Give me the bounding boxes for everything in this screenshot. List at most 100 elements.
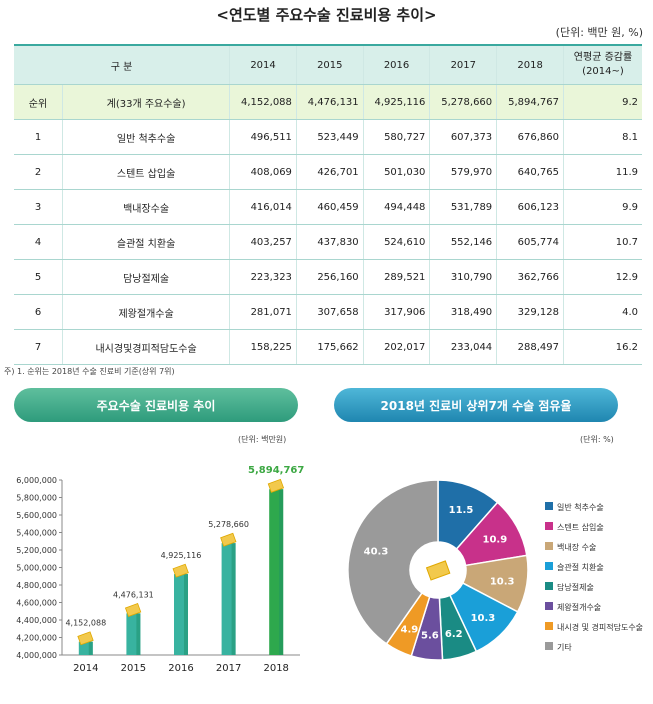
legend-label: 제왕절개수술: [557, 602, 601, 612]
cell-growth: 9.2: [563, 84, 642, 120]
bar-value-label: 4,476,131: [113, 590, 154, 599]
cell-value: 202,017: [363, 329, 431, 365]
pie-slice: [347, 479, 439, 645]
cell-name: 백내장수술: [62, 189, 231, 225]
table-row: 2 스텐트 삽입술 408,069 426,701 501,030 579,970 640,…: [14, 154, 642, 190]
cell-growth: 4.0: [563, 294, 642, 330]
cell-rank: 1: [14, 119, 63, 155]
cell-value: 606,123: [496, 189, 564, 225]
pie-slice-label: 6.2: [445, 629, 463, 640]
cell-value: 4,152,088: [229, 84, 297, 120]
table-total-row: 순위 계(33개 주요수술) 4,152,088 4,476,131 4,925,116…: [14, 84, 642, 120]
cell-growth: 11.9: [563, 154, 642, 190]
cell-value: 501,030: [363, 154, 431, 190]
cell-value: 317,906: [363, 294, 431, 330]
box-icon: [220, 532, 237, 547]
pie-slice-label: 5.6: [421, 630, 439, 641]
pie-slice-label: 10.3: [490, 576, 515, 587]
legend-swatch: [545, 542, 553, 550]
box-icon: [172, 563, 189, 578]
cell-value: 552,146: [429, 224, 498, 260]
pie-slice-label: 11.5: [449, 505, 474, 516]
cell-value: 580,727: [363, 119, 431, 155]
legend-swatch: [545, 602, 553, 610]
y-tick-label: 5,400,000: [16, 529, 57, 538]
pie-slice-label: 40.3: [364, 546, 389, 557]
cell-value: 288,497: [496, 329, 564, 365]
y-tick-label: 4,400,000: [16, 616, 57, 625]
cell-value: 579,970: [429, 154, 498, 190]
cell-growth: 16.2: [563, 329, 642, 365]
table-row: 1 일반 척추수술 496,511 523,449 580,727 607,373 676,…: [14, 119, 642, 155]
cell-value: 403,257: [229, 224, 297, 260]
header-year-2014: 2014: [229, 44, 297, 85]
pie-chart-title-pill: 2018년 진료비 상위7개 수술 점유율: [334, 388, 618, 422]
cell-value: 329,128: [496, 294, 564, 330]
x-tick-label: 2015: [121, 663, 146, 674]
header-year-2015: 2015: [296, 44, 364, 85]
box-icon: [425, 560, 451, 581]
header-year-2017: 2017: [429, 44, 498, 85]
legend-label: 내시경 및 경피적담도수술: [557, 622, 643, 632]
legend-swatch: [545, 522, 553, 530]
legend-label: 담낭절제술: [557, 582, 594, 592]
cell-value: 4,476,131: [296, 84, 364, 120]
cell-growth: 9.9: [563, 189, 642, 225]
cell-name: 슬관절 치환술: [62, 224, 231, 260]
cell-value: 408,069: [229, 154, 297, 190]
y-tick-label: 5,200,000: [16, 546, 57, 555]
legend-swatch: [545, 622, 553, 630]
bar-value-label: 4,152,088: [65, 619, 106, 628]
cell-value: 281,071: [229, 294, 297, 330]
surgery-cost-table: 구 분 2014 2015 2016 2017 2018 연평균 증감률 (20…: [14, 44, 642, 365]
y-tick-label: 5,600,000: [16, 511, 57, 520]
legend-label: 백내장 수술: [557, 542, 596, 552]
cell-value: 233,044: [429, 329, 498, 365]
cell-value: 318,490: [429, 294, 498, 330]
cell-value: 676,860: [496, 119, 564, 155]
cell-value: 426,701: [296, 154, 364, 190]
legend-swatch: [545, 582, 553, 590]
bar-value-label: 4,925,116: [161, 551, 202, 560]
bar-value-label: 5,278,660: [208, 520, 249, 529]
y-tick-label: 4,600,000: [16, 599, 57, 608]
cell-value: 362,766: [496, 259, 564, 295]
cell-value: 223,323: [229, 259, 297, 295]
cell-value: 607,373: [429, 119, 498, 155]
bar-shade: [88, 641, 93, 655]
footnote: 주) 1. 순위는 2018년 수술 진료비 기준(상위 7위): [4, 367, 175, 376]
x-tick-label: 2016: [168, 663, 193, 674]
cell-value: 310,790: [429, 259, 498, 295]
x-tick-label: 2014: [73, 663, 98, 674]
legend-label: 기타: [557, 643, 572, 652]
pie-chart-unit: (단위: %): [580, 435, 614, 444]
cell-value: 460,459: [296, 189, 364, 225]
table-row: 7 내시경및경피적담도수술 158,225 175,662 202,017 233,044…: [14, 329, 642, 365]
y-tick-label: 4,200,000: [16, 634, 57, 643]
pie-slice-label: 4.9: [401, 624, 419, 635]
cell-value: 5,278,660: [429, 84, 498, 120]
y-tick-label: 5,000,000: [16, 564, 57, 573]
cell-rank: 순위: [14, 84, 63, 120]
cell-value: 175,662: [296, 329, 364, 365]
legend-swatch: [545, 502, 553, 510]
cell-rank: 5: [14, 259, 63, 295]
cell-value: 605,774: [496, 224, 564, 260]
cell-value: 289,521: [363, 259, 431, 295]
cell-growth: 8.1: [563, 119, 642, 155]
cell-rank: 4: [14, 224, 63, 260]
cell-value: 524,610: [363, 224, 431, 260]
y-tick-label: 5,800,000: [16, 494, 57, 503]
legend-label: 슬관절 치환술: [557, 562, 604, 572]
bar-shade: [136, 613, 141, 655]
cell-value: 531,789: [429, 189, 498, 225]
cell-value: 307,658: [296, 294, 364, 330]
unit-label: (단위: 백만 원, %): [555, 26, 643, 39]
y-tick-label: 6,000,000: [16, 476, 57, 485]
table-row: 4 슬관절 치환술 403,257 437,830 524,610 552,146 605,…: [14, 224, 642, 260]
cell-rank: 7: [14, 329, 63, 365]
page-title: <연도별 주요수술 진료비용 추이>: [216, 6, 437, 24]
cell-rank: 3: [14, 189, 63, 225]
table-row: 3 백내장수술 416,014 460,459 494,448 531,789 606,12…: [14, 189, 642, 225]
pie-chart: 11.5 10.9 10.3 10.3 6.2 5.64.9 40.3 일반 척추수술스텐트 …: [347, 479, 643, 661]
